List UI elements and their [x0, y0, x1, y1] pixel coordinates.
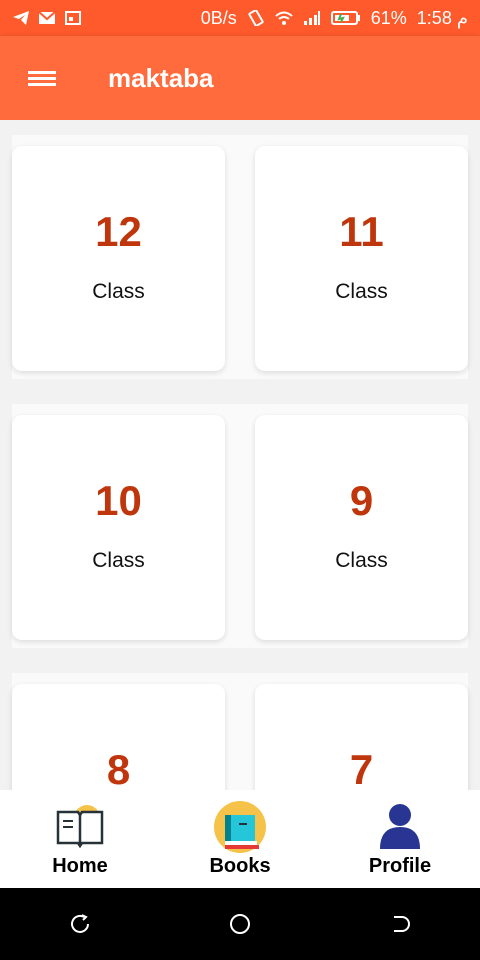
- nav-home[interactable]: Home: [20, 801, 140, 878]
- class-card-8[interactable]: 8 Class: [12, 684, 225, 790]
- class-card-7[interactable]: 7 Class: [255, 684, 468, 790]
- class-card-10[interactable]: 10 Class: [12, 415, 225, 640]
- back-button[interactable]: [370, 894, 430, 954]
- battery-percent: 61%: [370, 7, 407, 28]
- hamburger-menu-icon: [28, 68, 56, 89]
- class-row: 10 Class 9 Class: [12, 404, 468, 648]
- class-number: 12: [95, 208, 142, 255]
- nav-books[interactable]: Books: [180, 800, 300, 878]
- vibrate-icon: [248, 10, 264, 26]
- class-card-12[interactable]: 12 Class: [12, 146, 225, 371]
- class-row: 8 Class 7 Class: [12, 673, 468, 790]
- system-navigation-bar: [0, 888, 480, 960]
- home-circle-icon: [230, 914, 250, 934]
- class-card-9[interactable]: 9 Class: [255, 415, 468, 640]
- telegram-icon: [13, 11, 29, 25]
- books-icon: [214, 800, 266, 853]
- menu-button[interactable]: [0, 36, 84, 120]
- app-title: maktaba: [108, 62, 214, 93]
- class-number: 10: [95, 477, 142, 524]
- signal-icon: [303, 11, 320, 25]
- class-grid[interactable]: 12 Class 11 Class 10 Class 9 Class 8 Cla…: [0, 120, 480, 790]
- back-icon: [394, 916, 410, 932]
- status-notifications: [12, 10, 82, 26]
- nav-profile[interactable]: Profile: [340, 801, 460, 878]
- recents-icon: [71, 914, 89, 933]
- class-label: Class: [335, 280, 388, 303]
- class-label: Class: [92, 280, 145, 303]
- class-label: Class: [92, 549, 145, 572]
- class-number: 7: [349, 746, 374, 790]
- class-number: 8: [106, 746, 131, 790]
- cast-icon: [65, 11, 81, 25]
- app-bar: maktaba: [0, 36, 480, 120]
- wifi-icon: [275, 11, 293, 25]
- nav-profile-label: Profile: [368, 854, 432, 877]
- nav-home-label: Home: [52, 854, 108, 877]
- battery-icon: [330, 11, 360, 25]
- class-row: 12 Class 11 Class: [12, 135, 468, 379]
- network-speed: 0B/s: [200, 7, 237, 28]
- bottom-navigation: Home Books Profile: [0, 790, 480, 888]
- class-number: 11: [339, 208, 384, 255]
- person-icon: [380, 803, 420, 849]
- status-bar: 0B/s 61% 1:58 م: [0, 0, 480, 36]
- class-label: Class: [335, 549, 388, 572]
- open-book-icon: [56, 804, 104, 848]
- nav-books-label: Books: [209, 854, 271, 877]
- class-card-11[interactable]: 11 Class: [255, 146, 468, 371]
- clock: 1:58 م: [416, 7, 468, 28]
- recents-button[interactable]: [50, 894, 110, 954]
- class-number: 9: [349, 477, 374, 524]
- home-button[interactable]: [210, 894, 270, 954]
- mail-icon: [38, 11, 56, 24]
